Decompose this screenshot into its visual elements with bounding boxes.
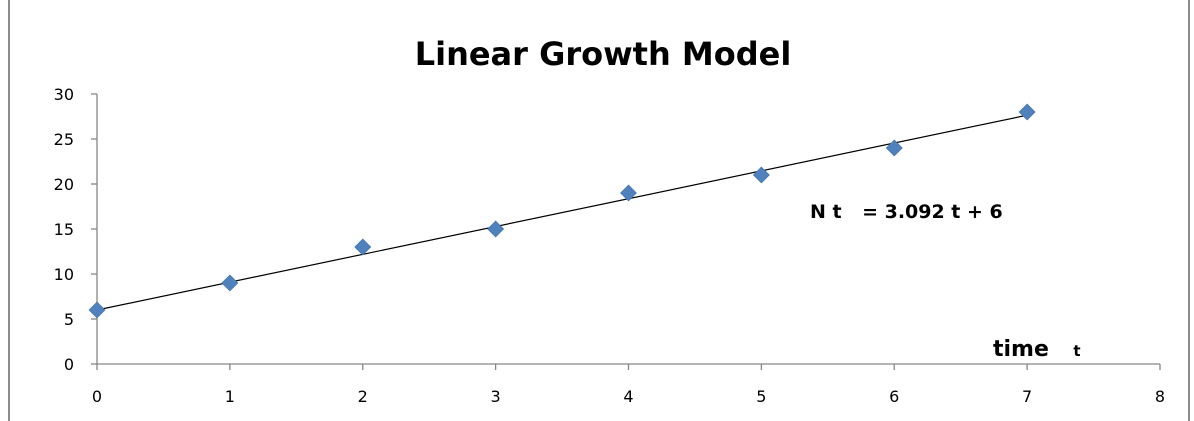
x-tick-label: 3 — [491, 387, 501, 406]
chart-title: Linear Growth Model — [415, 35, 792, 73]
y-tick-label: 30 — [54, 85, 74, 104]
y-tick-label: 0 — [64, 355, 74, 374]
y-tick-labels: 0 5 10 15 20 25 30 — [54, 85, 74, 374]
x-tick-label: 7 — [1022, 387, 1032, 406]
x-tick-label: 5 — [756, 387, 766, 406]
data-point — [752, 166, 770, 184]
trendline-layer — [96, 114, 1028, 311]
y-tick-label: 25 — [54, 130, 74, 149]
x-axis-label-main: time — [993, 337, 1049, 362]
x-axis-label-symbol: t — [1073, 342, 1080, 360]
x-tick-labels: 0 1 2 3 4 5 6 7 8 — [92, 387, 1165, 406]
data-points — [88, 103, 1036, 319]
data-point — [354, 238, 372, 256]
data-point — [88, 301, 106, 319]
data-point — [221, 274, 239, 292]
data-point — [1018, 103, 1036, 121]
x-tick-label: 0 — [92, 387, 102, 406]
equation-left: N t — [810, 201, 842, 223]
y-tick-label: 15 — [54, 220, 74, 239]
x-tick-label: 4 — [623, 387, 633, 406]
y-tick-label: 10 — [54, 265, 74, 284]
trendline — [96, 114, 1028, 311]
y-tick-label: 5 — [64, 310, 74, 329]
x-tick-label: 1 — [225, 387, 235, 406]
x-axis-label: time t — [993, 337, 1081, 362]
y-tick-label: 20 — [54, 175, 74, 194]
data-point — [487, 220, 505, 238]
x-tick-label: 8 — [1155, 387, 1165, 406]
x-tick-label: 2 — [358, 387, 368, 406]
x-tick-label: 6 — [889, 387, 899, 406]
equation-right: = 3.092 t + 6 — [862, 201, 1003, 223]
data-point — [885, 139, 903, 157]
axes — [91, 93, 1161, 370]
data-point — [620, 184, 637, 202]
trendline-equation: N t = 3.092 t + 6 — [810, 201, 1003, 223]
